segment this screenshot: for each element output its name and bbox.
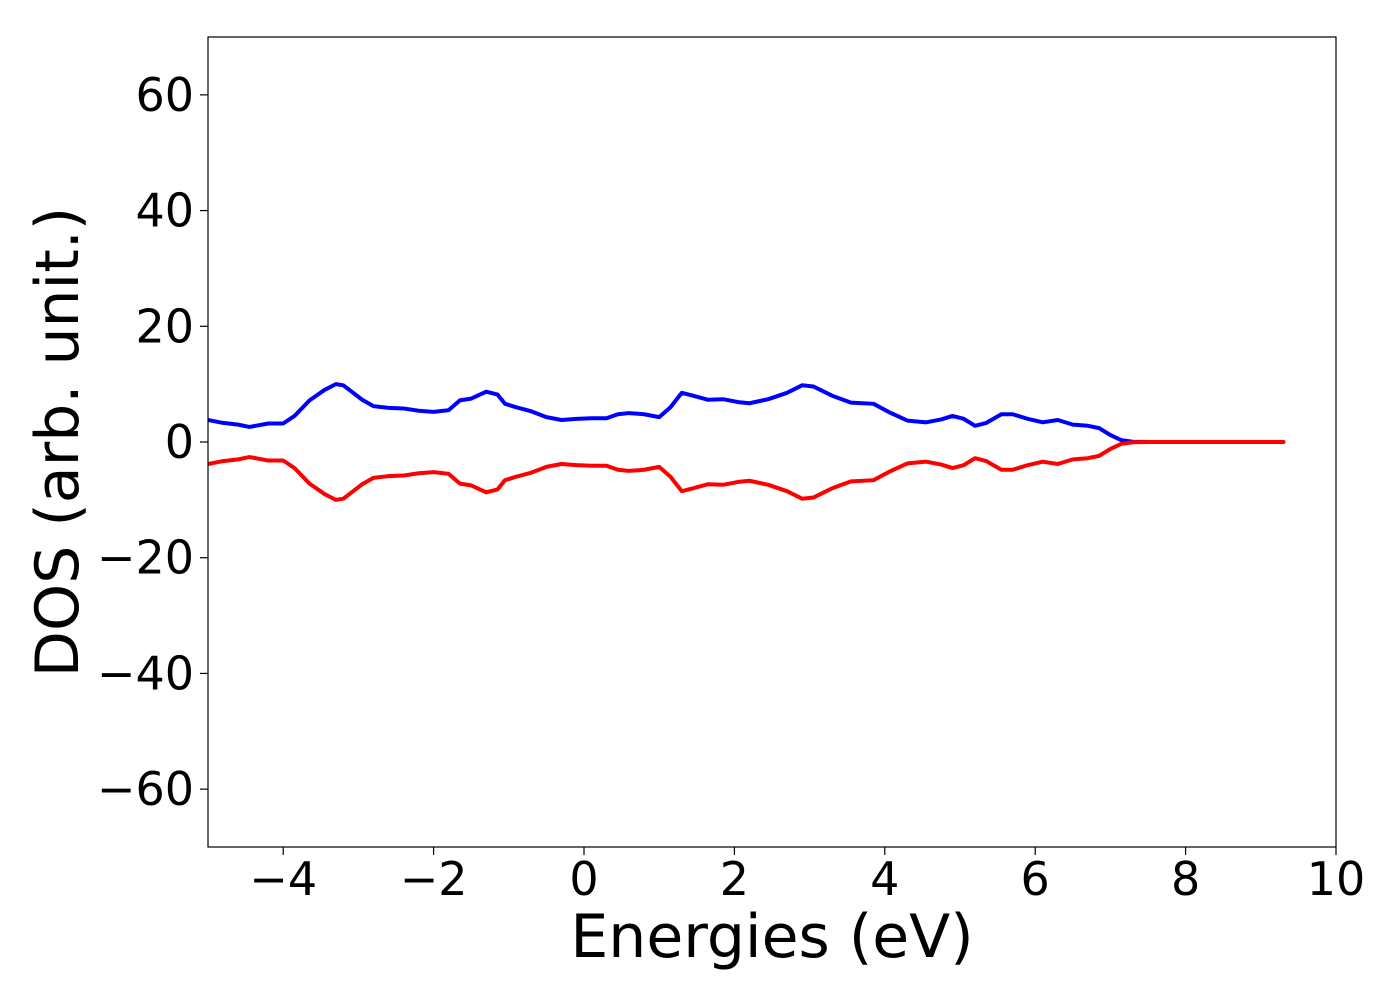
y-axis-ticks: −60 −40 −20 0 20 40 60 [97, 68, 208, 816]
x-tick-label: 4 [870, 852, 899, 906]
x-tick-label: −4 [249, 852, 317, 906]
series-line-2 [208, 440, 1286, 502]
y-tick-label: 0 [165, 415, 194, 469]
x-axis-label: Energies (eV) [570, 902, 973, 972]
x-tick-label: 2 [720, 852, 749, 906]
x-tick-label: 6 [1021, 852, 1050, 906]
y-tick-label: 20 [135, 299, 194, 353]
y-tick-label: −40 [97, 646, 194, 700]
y-tick-label: 60 [135, 68, 194, 122]
x-tick-label: −2 [400, 852, 468, 906]
x-axis-ticks: −4 −2 0 2 4 6 8 10 [249, 847, 1365, 906]
y-axis-label: DOS (arb. unit.) [23, 207, 93, 677]
y-tick-label: 40 [135, 184, 194, 238]
y-tick-label: −60 [97, 762, 194, 816]
x-tick-label: 8 [1171, 852, 1200, 906]
y-tick-label: −20 [97, 531, 194, 585]
series-line-1 [208, 382, 1286, 444]
x-tick-label: 10 [1307, 852, 1366, 906]
x-tick-label: 0 [569, 852, 598, 906]
series-layer [208, 382, 1286, 502]
